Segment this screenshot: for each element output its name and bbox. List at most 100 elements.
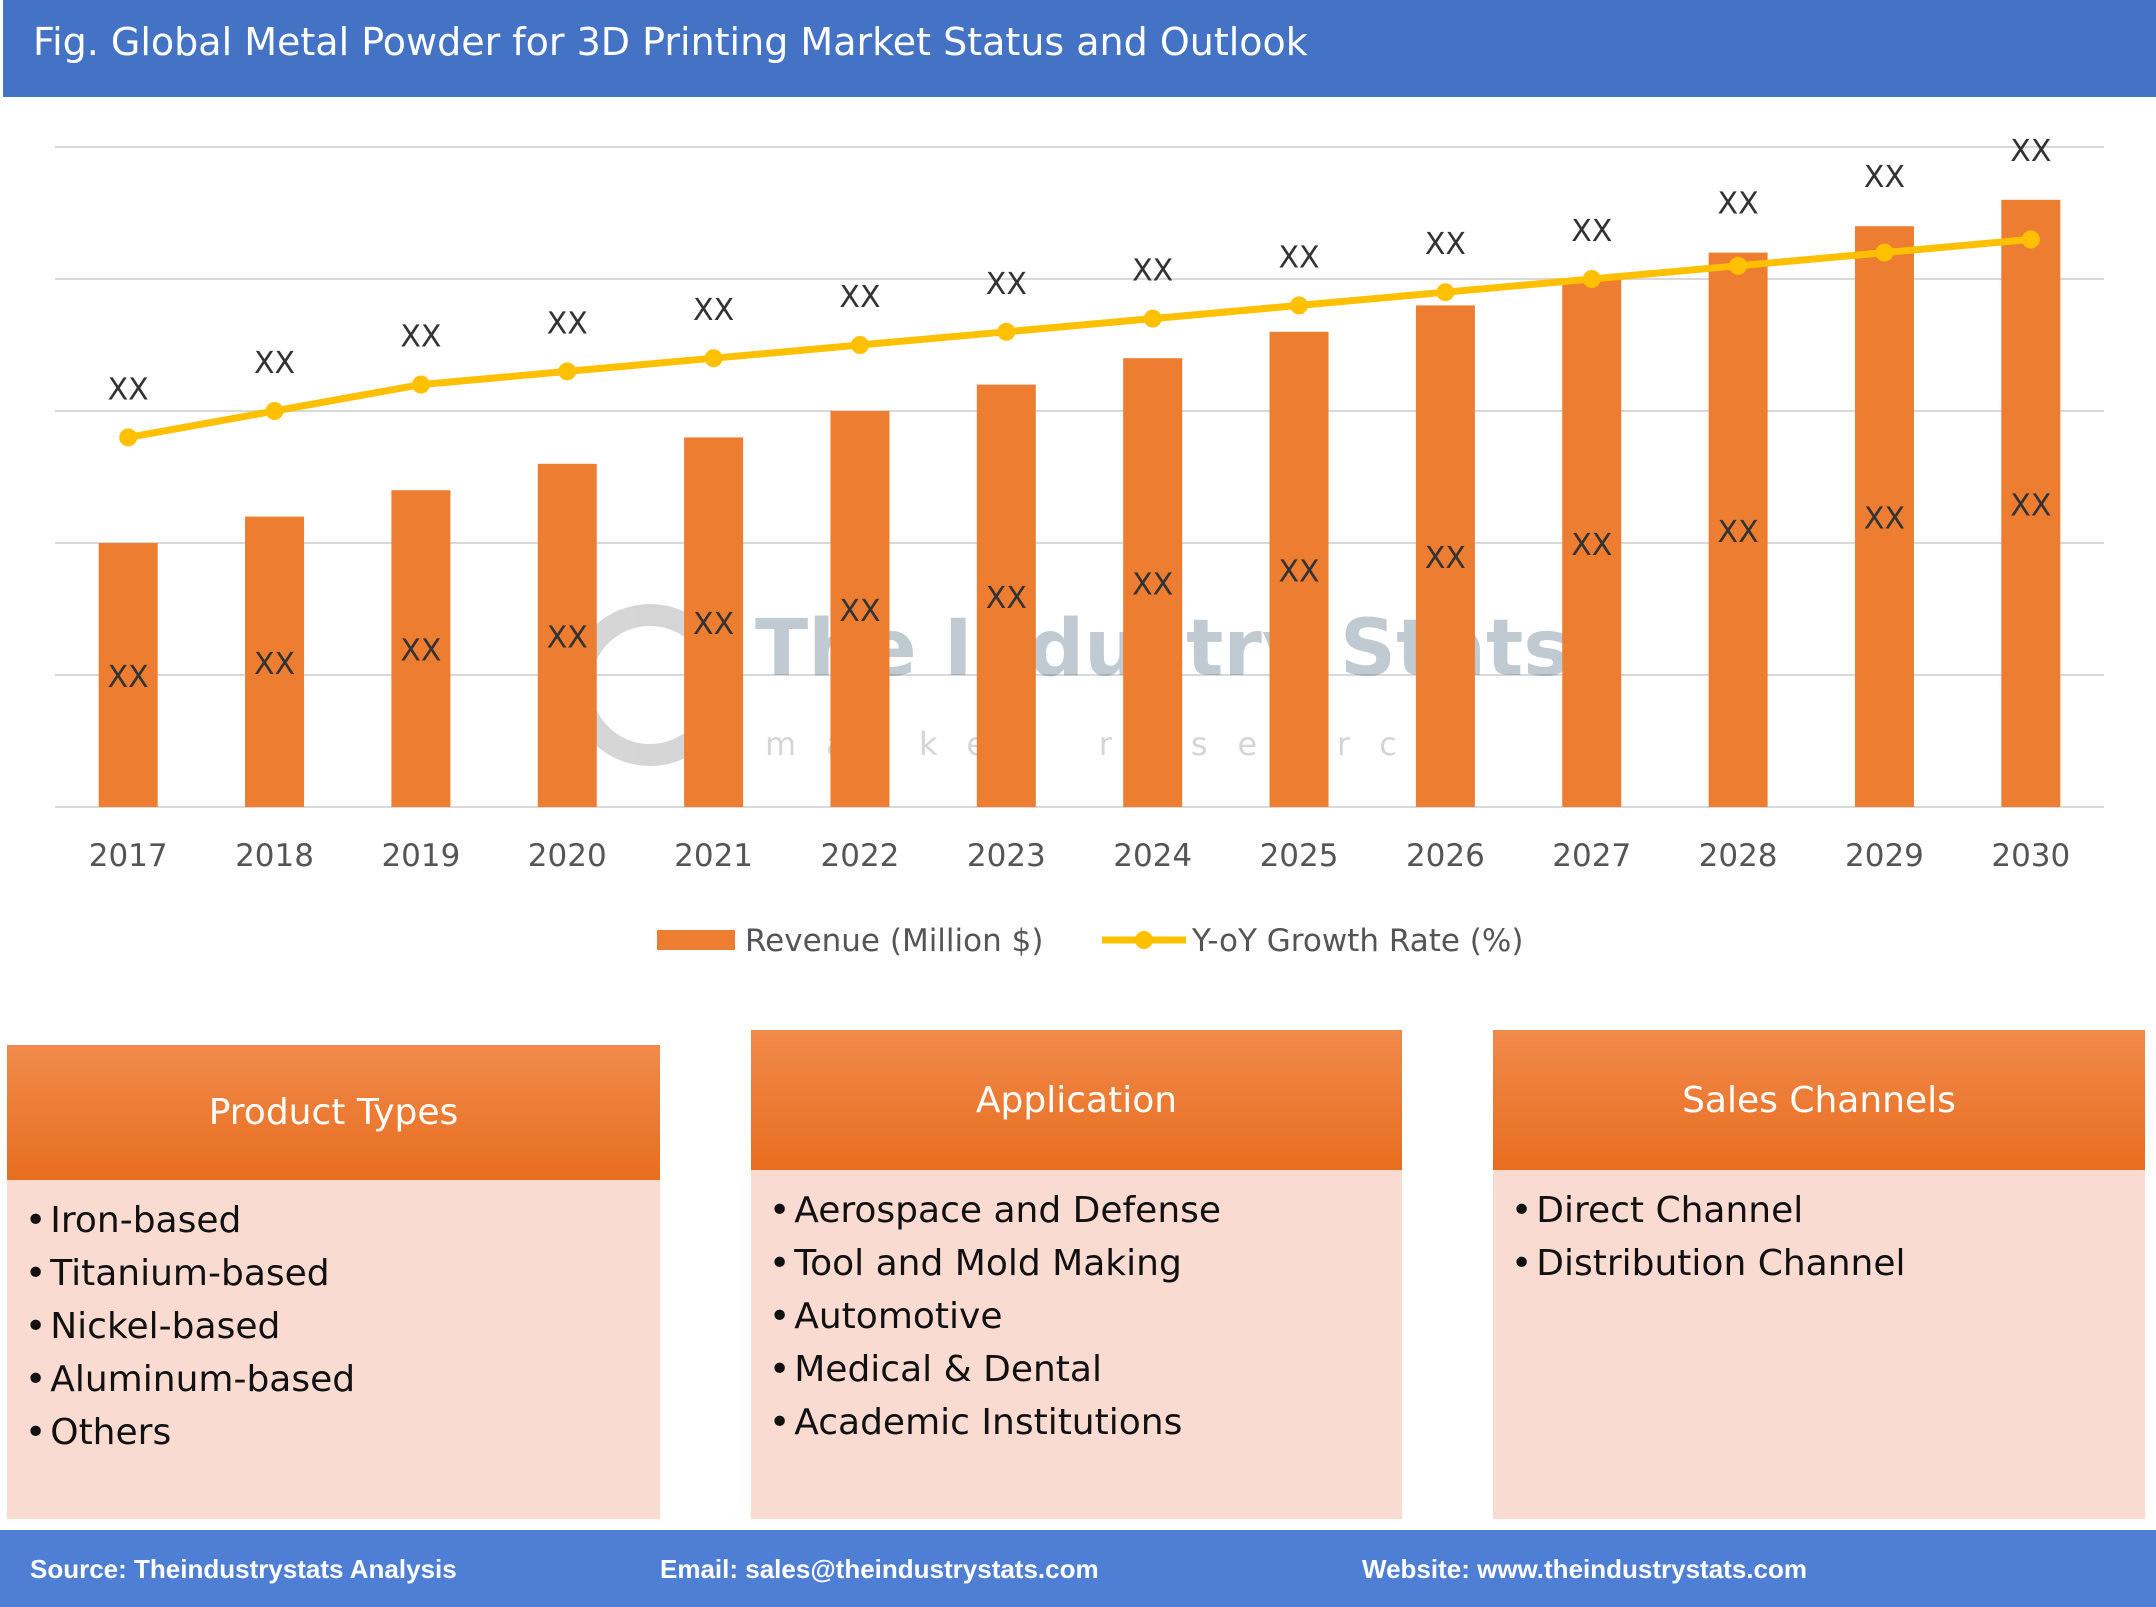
line-data-label: XX <box>986 267 1027 302</box>
bar-data-label: XX <box>2010 488 2051 523</box>
bar-data-label: XX <box>839 594 880 629</box>
bar-2030 <box>2001 199 2061 808</box>
bar-data-label: XX <box>400 634 441 669</box>
panel-list: Iron-based Titanium-based Nickel-based A… <box>7 1180 660 1459</box>
growth-point-2021 <box>704 349 723 368</box>
panel-application: Application Aerospace and Defense Tool a… <box>751 1030 1402 1519</box>
footer-email[interactable]: Email: sales@theindustrystats.com <box>660 1554 1099 1584</box>
x-tick-label: 2019 <box>381 838 460 874</box>
bar-2026 <box>1415 305 1475 807</box>
growth-point-2025 <box>1290 296 1309 315</box>
bar-data-label: XX <box>1425 541 1466 576</box>
list-item: Titanium-based <box>25 1247 660 1300</box>
legend-revenue-swatch <box>657 930 735 950</box>
x-tick-label: 2029 <box>1845 838 1924 874</box>
x-tick-label: 2030 <box>1991 838 2070 874</box>
bar-2022 <box>830 411 890 807</box>
line-data-label: XX <box>1864 160 1905 195</box>
x-tick-label: 2018 <box>235 838 314 874</box>
list-item: Aerospace and Defense <box>769 1184 1402 1237</box>
panel-list: Aerospace and Defense Tool and Mold Maki… <box>751 1170 1402 1449</box>
bar-2023 <box>976 384 1036 807</box>
list-item: Automotive <box>769 1290 1402 1343</box>
x-tick-label: 2020 <box>528 838 607 874</box>
growth-point-2028 <box>1729 256 1748 275</box>
bar-data-label: XX <box>1571 528 1612 563</box>
figure-title: Fig. Global Metal Powder for 3D Printing… <box>3 0 2156 97</box>
line-data-label: XX <box>839 280 880 315</box>
bar-data-label: XX <box>547 620 588 655</box>
bar-2019 <box>391 490 451 807</box>
bar-2018 <box>245 516 305 807</box>
bar-data-label: XX <box>1718 515 1759 550</box>
x-tick-label: 2025 <box>1260 838 1339 874</box>
x-tick-label: 2022 <box>821 838 900 874</box>
legend-growth-marker <box>1135 931 1153 949</box>
x-tick-label: 2026 <box>1406 838 1485 874</box>
growth-point-2027 <box>1582 270 1601 288</box>
bar-2028 <box>1708 252 1768 808</box>
bar-data-label: XX <box>693 607 734 642</box>
line-data-label: XX <box>1425 227 1466 262</box>
panel-sales-channels: Sales Channels Direct Channel Distributi… <box>1493 1030 2145 1519</box>
growth-point-2024 <box>1143 309 1162 328</box>
line-data-label: XX <box>1571 214 1612 249</box>
line-data-label: XX <box>1278 240 1319 275</box>
x-tick-label: 2021 <box>674 838 753 874</box>
footer-website[interactable]: Website: www.theindustrystats.com <box>1362 1554 1807 1584</box>
list-item: Others <box>25 1406 660 1459</box>
panel-title: Sales Channels <box>1493 1030 2145 1170</box>
legend-revenue-label: Revenue (Million $) <box>745 923 1043 959</box>
x-tick-label: 2024 <box>1113 838 1192 874</box>
growth-point-2018 <box>265 402 284 420</box>
line-data-label: XX <box>2010 134 2051 169</box>
line-data-label: XX <box>108 372 149 407</box>
panel-title: Product Types <box>7 1045 660 1180</box>
growth-point-2017 <box>119 428 138 447</box>
list-item: Iron-based <box>25 1194 660 1247</box>
line-data-label: XX <box>693 293 734 328</box>
bar-data-label: XX <box>1864 502 1905 537</box>
line-data-label: XX <box>254 346 295 381</box>
x-tick-label: 2023 <box>967 838 1046 874</box>
panel-product-types: Product Types Iron-based Titanium-based … <box>7 1045 660 1519</box>
panel-list: Direct Channel Distribution Channel <box>1493 1170 2145 1290</box>
bar-2029 <box>1854 226 1914 807</box>
growth-point-2022 <box>850 336 869 354</box>
bar-2024 <box>1123 358 1183 807</box>
growth-point-2029 <box>1875 243 1894 262</box>
chart: The Industry Statsmarket researchXXXXXXX… <box>55 134 2104 959</box>
list-item: Nickel-based <box>25 1300 660 1353</box>
line-data-label: XX <box>1132 254 1173 289</box>
list-item: Distribution Channel <box>1511 1237 2145 1290</box>
line-data-label: XX <box>547 306 588 341</box>
x-tick-label: 2027 <box>1552 838 1631 874</box>
footer-source: Source: Theindustrystats Analysis <box>30 1554 457 1584</box>
bar-2025 <box>1269 331 1329 807</box>
bar-data-label: XX <box>108 660 149 695</box>
bar-2020 <box>537 463 597 807</box>
line-data-label: XX <box>1718 187 1759 222</box>
growth-point-2023 <box>997 322 1016 341</box>
bar-2027 <box>1562 279 1622 807</box>
list-item: Medical & Dental <box>769 1343 1402 1396</box>
list-item: Tool and Mold Making <box>769 1237 1402 1290</box>
bar-data-label: XX <box>986 581 1027 616</box>
growth-point-2019 <box>411 375 430 394</box>
x-tick-label: 2017 <box>89 838 168 874</box>
growth-point-2026 <box>1436 283 1455 302</box>
list-item: Academic Institutions <box>769 1396 1402 1449</box>
x-tick-label: 2028 <box>1699 838 1778 874</box>
bar-data-label: XX <box>254 647 295 682</box>
growth-point-2030 <box>2021 230 2040 249</box>
growth-line <box>127 235 2032 441</box>
growth-point-2020 <box>558 362 577 381</box>
bar-2017 <box>98 543 158 807</box>
bar-data-label: XX <box>1132 568 1173 603</box>
footer: Source: Theindustrystats Analysis Email:… <box>0 1530 2156 1607</box>
bar-2021 <box>684 437 744 807</box>
line-data-label: XX <box>400 320 441 355</box>
list-item: Aluminum-based <box>25 1353 660 1406</box>
list-item: Direct Channel <box>1511 1184 2145 1237</box>
legend-growth-label: Y-oY Growth Rate (%) <box>1191 923 1523 959</box>
